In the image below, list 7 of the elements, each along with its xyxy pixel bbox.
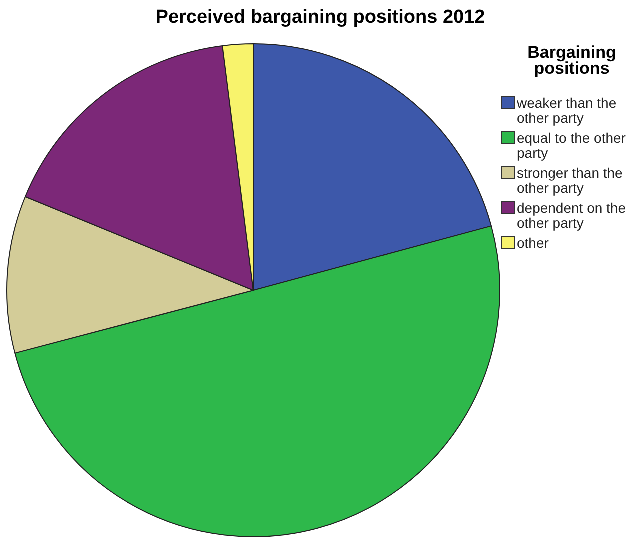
legend-label: dependent on the other party bbox=[517, 200, 626, 231]
legend-label: stronger than the other party bbox=[517, 165, 624, 196]
legend-label: weaker than the other party bbox=[516, 95, 617, 126]
legend-label: other bbox=[517, 235, 550, 251]
legend-title: Bargaining positions bbox=[528, 43, 616, 78]
legend-label: equal to the other party bbox=[517, 130, 626, 161]
chart-title: Perceived bargaining positions 2012 bbox=[156, 7, 486, 28]
